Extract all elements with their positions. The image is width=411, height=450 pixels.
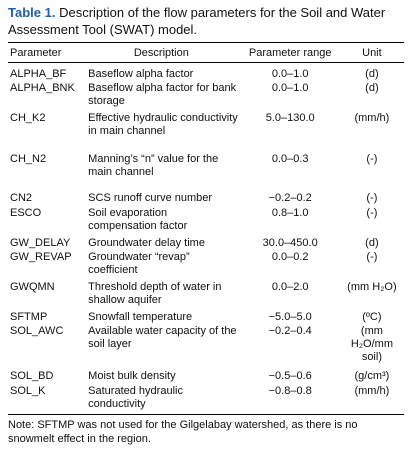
table-cell: ALPHA_BF (10, 68, 67, 80)
table-cell: 0.0–0.2 (271, 250, 309, 263)
table-row: CH_N2 Manning’s “n” value for the main ch… (8, 153, 404, 192)
table-body: ALPHA_BF Baseflow alpha factor 0.0–1.0 (d) A… (8, 63, 404, 415)
table-cell: GW_DELAY (10, 236, 71, 249)
table-cell: (d) (365, 236, 379, 249)
table-cell: (-) (366, 206, 378, 219)
table-cell: SCS runoff curve number (88, 191, 213, 204)
table-cell: −5.0–5.0 (268, 310, 312, 323)
table-cell: Snowfall temperature (88, 310, 193, 323)
table-row: ALPHA_BNK Baseflow alpha factor for bank … (8, 82, 404, 112)
caption-text: Description of the flow parameters for t… (8, 5, 386, 37)
table-cell: Soil evaporation compensation factor (88, 206, 188, 232)
header-row: Parameter Description Parameter range Unit (8, 42, 404, 63)
table-cell: Effective hydraulic conductivity in main… (88, 111, 238, 137)
table-cell: (mm/h) (354, 111, 390, 124)
table-row: GW_DELAY Groundwater delay time 30.0–450.0… (8, 237, 404, 251)
table-row: CH_K2 Effective hydraulic conductivity in… (8, 112, 404, 153)
table-note: Note: SFTMP was not used for the Gilgela… (8, 419, 358, 445)
table-cell: Manning’s “n” value for the main channel (88, 152, 219, 178)
caption-label: Table 1. (8, 5, 56, 20)
parameter-table: Parameter Description Parameter range Unit … (8, 42, 404, 415)
table-cell: ALPHA_BNK (10, 81, 75, 94)
table-cell: Saturated hydraulic conductivity (82, 384, 241, 415)
table-row: ESCO Soil evaporation compensation factor… (8, 207, 404, 237)
table-cell: 0.0–2.0 (271, 280, 309, 293)
table-cell: CN2 (10, 191, 33, 204)
table-cell: 5.0–130.0 (265, 111, 315, 124)
table-cell: Available water capacity of the soil lay… (88, 324, 237, 350)
table-cell: −0.2–0.2 (268, 191, 312, 204)
column-header: Parameter (8, 42, 83, 63)
table-cell: (g/cm³) (354, 369, 390, 382)
table-cell: 30.0–450.0 (262, 236, 318, 249)
column-header: Unit (339, 42, 404, 63)
table-cell: 0.0–1.0 (271, 81, 309, 94)
table-row: GWQMN Threshold depth of water in shallow… (8, 281, 404, 311)
table-row: SOL_BD Moist bulk density −0.5–0.6 (g/cm³) (8, 370, 404, 385)
table-cell: GW_REVAP (10, 250, 72, 263)
table-cell: Baseflow alpha factor (88, 68, 194, 80)
table-cell: −0.8–0.8 (240, 384, 340, 415)
table-cell: SFTMP (10, 310, 48, 323)
table-cell: (mm H₂O) (347, 280, 397, 293)
table-cell: 0.0–1.0 (271, 68, 309, 80)
table-cell: 0.0–0.3 (271, 152, 309, 165)
table-row: CN2 SCS runoff curve number −0.2–0.2 (-) (8, 192, 404, 207)
table-row: ALPHA_BF Baseflow alpha factor 0.0–1.0 (d) (8, 63, 404, 82)
table-cell: Groundwater “revap” coefficient (88, 250, 190, 276)
table-cell: Groundwater delay time (88, 236, 205, 249)
column-header: Parameter range (240, 42, 340, 63)
table-cell: (-) (366, 250, 378, 263)
table-cell: (-) (366, 152, 378, 165)
column-header: Description (82, 42, 241, 63)
table-row: SFTMP Snowfall temperature −5.0–5.0 (ºC) (8, 311, 404, 325)
table-cell: (d) (365, 81, 379, 94)
table-cell: Threshold depth of water in shallow aqui… (88, 280, 222, 306)
table-cell: SOL_K (8, 384, 83, 415)
table-cell: ESCO (10, 206, 42, 219)
table-cell: SOL_BD (10, 369, 54, 382)
table-row: SOL_K Saturated hydraulic conductivity −0.… (8, 384, 404, 415)
table-cell: CH_K2 (10, 111, 46, 124)
table-cell: (-) (366, 191, 378, 204)
table-cell: CH_N2 (10, 152, 47, 165)
table-cell: 0.8–1.0 (271, 206, 309, 219)
table-cell: Baseflow alpha factor for bank storage (88, 81, 237, 107)
table-cell: (mm H₂O/mm soil) (350, 324, 393, 363)
table-cell: (ºC) (362, 310, 382, 323)
table-cell: −0.5–0.6 (268, 369, 312, 382)
table-cell: GWQMN (10, 280, 55, 293)
table-caption: Table 1. Description of the flow paramet… (8, 4, 404, 38)
table-cell: SOL_AWC (10, 324, 64, 337)
table-cell: −0.2–0.4 (268, 324, 312, 337)
table-cell: Moist bulk density (88, 369, 176, 382)
table-row: GW_REVAP Groundwater “revap” coefficient 0… (8, 251, 404, 281)
table-cell: (d) (365, 68, 379, 80)
table-row: SOL_AWC Available water capacity of the s… (8, 325, 404, 370)
table-cell: (mm/h) (339, 384, 404, 415)
